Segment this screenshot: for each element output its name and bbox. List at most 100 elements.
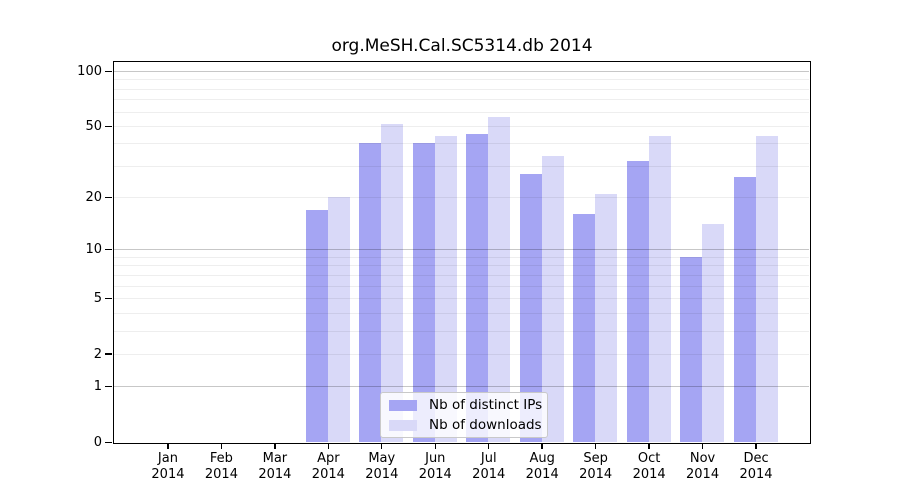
x-tick-label-oct: Oct 2014 xyxy=(621,451,677,483)
x-tick-year: 2014 xyxy=(151,467,185,482)
x-tick-mark-may xyxy=(381,444,383,449)
x-tick-month: Apr xyxy=(317,451,340,466)
x-tick-mark-jun xyxy=(434,444,436,449)
y-tick-label-100: 100 xyxy=(77,64,102,79)
x-tick-year: 2014 xyxy=(525,467,559,482)
bar-downloads-jun xyxy=(434,136,457,442)
legend-row-distinct-ips: Nb of distinct IPs xyxy=(389,397,543,413)
x-tick-mark-sep xyxy=(594,444,597,449)
y-tick-label-10: 10 xyxy=(85,242,102,258)
gridline-minor-40 xyxy=(114,143,809,145)
gridline-minor-7 xyxy=(114,274,809,276)
x-tick-month: Mar xyxy=(262,451,288,466)
x-tick-year: 2014 xyxy=(739,467,773,482)
x-tick-month: May xyxy=(368,451,396,466)
gridline-minor-20 xyxy=(114,197,809,199)
x-tick-mark-aug xyxy=(541,444,543,449)
x-tick-year: 2014 xyxy=(311,467,345,482)
gridline-minor-70 xyxy=(114,99,809,101)
x-tick-mark-jan xyxy=(167,444,169,449)
plot-inner xyxy=(114,62,809,442)
bar-distinct-ips-sep xyxy=(573,214,596,442)
x-tick-year: 2014 xyxy=(418,467,452,482)
y-tick-mark-10 xyxy=(105,249,112,251)
gridline-minor-60 xyxy=(114,111,809,113)
x-tick-label-nov: Nov 2014 xyxy=(675,451,731,483)
x-tick-year: 2014 xyxy=(632,467,666,482)
bar-distinct-ips-dec xyxy=(733,177,756,442)
x-tick-month: Jan xyxy=(157,451,178,466)
x-tick-year: 2014 xyxy=(579,467,613,482)
chart-title: org.MeSH.Cal.SC5314.db 2014 xyxy=(331,36,593,56)
bar-downloads-aug xyxy=(541,156,564,442)
x-tick-year: 2014 xyxy=(365,467,399,482)
x-tick-label-apr: Apr 2014 xyxy=(300,451,356,483)
x-tick-label-jun: Jun 2014 xyxy=(407,451,463,483)
x-tick-month: Dec xyxy=(743,451,769,466)
legend: Nb of distinct IPs Nb of downloads xyxy=(380,392,548,438)
x-tick-month: Feb xyxy=(209,451,233,466)
x-tick-year: 2014 xyxy=(258,467,292,482)
x-tick-mark-mar xyxy=(274,444,276,449)
x-tick-month: Jul xyxy=(480,451,497,466)
bar-distinct-ips-nov xyxy=(680,256,703,442)
plot-area: Nb of distinct IPs Nb of downloads xyxy=(113,61,811,444)
y-tick-label-5: 5 xyxy=(93,290,102,306)
y-tick-mark-20 xyxy=(105,197,112,199)
bar-downloads-sep xyxy=(595,193,618,442)
gridline-minor-50 xyxy=(114,125,809,127)
x-tick-label-mar: Mar 2014 xyxy=(247,451,303,483)
gridline-minor-9 xyxy=(114,256,809,258)
bar-distinct-ips-may xyxy=(359,143,382,442)
y-tick-mark-50 xyxy=(105,125,112,128)
x-tick-year: 2014 xyxy=(686,467,720,482)
bar-downloads-may xyxy=(381,124,404,442)
bar-downloads-oct xyxy=(648,136,671,442)
x-tick-month: Jun xyxy=(425,451,446,466)
x-tick-year: 2014 xyxy=(472,467,506,482)
bar-distinct-ips-jun xyxy=(412,143,435,442)
x-tick-month: Oct xyxy=(637,451,661,466)
gridline-minor-2 xyxy=(114,353,809,355)
x-tick-mark-apr xyxy=(327,444,330,449)
bar-downloads-apr xyxy=(327,197,350,442)
gridline-minor-3 xyxy=(114,330,809,332)
bar-distinct-ips-apr xyxy=(305,209,328,442)
y-tick-mark-0 xyxy=(105,441,112,444)
legend-label-downloads: Nb of downloads xyxy=(429,417,542,433)
gridline-minor-90 xyxy=(114,79,809,81)
bar-distinct-ips-jul xyxy=(466,134,489,442)
x-tick-month: Sep xyxy=(583,451,608,466)
x-tick-mark-nov xyxy=(701,444,704,449)
bar-distinct-ips-aug xyxy=(519,174,542,442)
gridline-minor-30 xyxy=(114,165,809,167)
gridline-minor-5 xyxy=(114,297,809,299)
y-tick-mark-100 xyxy=(105,70,112,73)
x-tick-month: Nov xyxy=(689,451,716,466)
gridline-major-10 xyxy=(114,249,809,251)
legend-label-distinct-ips: Nb of distinct IPs xyxy=(429,397,543,413)
legend-swatch-downloads xyxy=(389,419,417,431)
gridline-major-1 xyxy=(114,386,809,388)
legend-row-downloads: Nb of downloads xyxy=(389,417,542,433)
gridline-minor-8 xyxy=(114,265,809,267)
y-tick-label-2: 2 xyxy=(93,346,102,362)
x-tick-mark-dec xyxy=(755,444,757,449)
gridline-minor-80 xyxy=(114,88,809,90)
x-tick-label-jan: Jan 2014 xyxy=(140,451,196,483)
y-tick-label-20: 20 xyxy=(85,190,102,206)
y-tick-label-0: 0 xyxy=(93,435,102,450)
gridline-major-100 xyxy=(114,71,809,72)
y-tick-mark-2 xyxy=(105,353,112,355)
x-tick-mark-jul xyxy=(488,444,490,449)
y-tick-label-1: 1 xyxy=(93,379,102,395)
y-tick-mark-5 xyxy=(105,297,112,300)
x-tick-year: 2014 xyxy=(204,467,238,482)
x-tick-label-sep: Sep 2014 xyxy=(568,451,624,483)
bar-downloads-nov xyxy=(702,224,725,442)
x-tick-mark-oct xyxy=(648,444,650,449)
x-tick-label-aug: Aug 2014 xyxy=(514,451,570,483)
y-tick-mark-1 xyxy=(105,386,112,388)
y-tick-label-50: 50 xyxy=(85,118,102,134)
